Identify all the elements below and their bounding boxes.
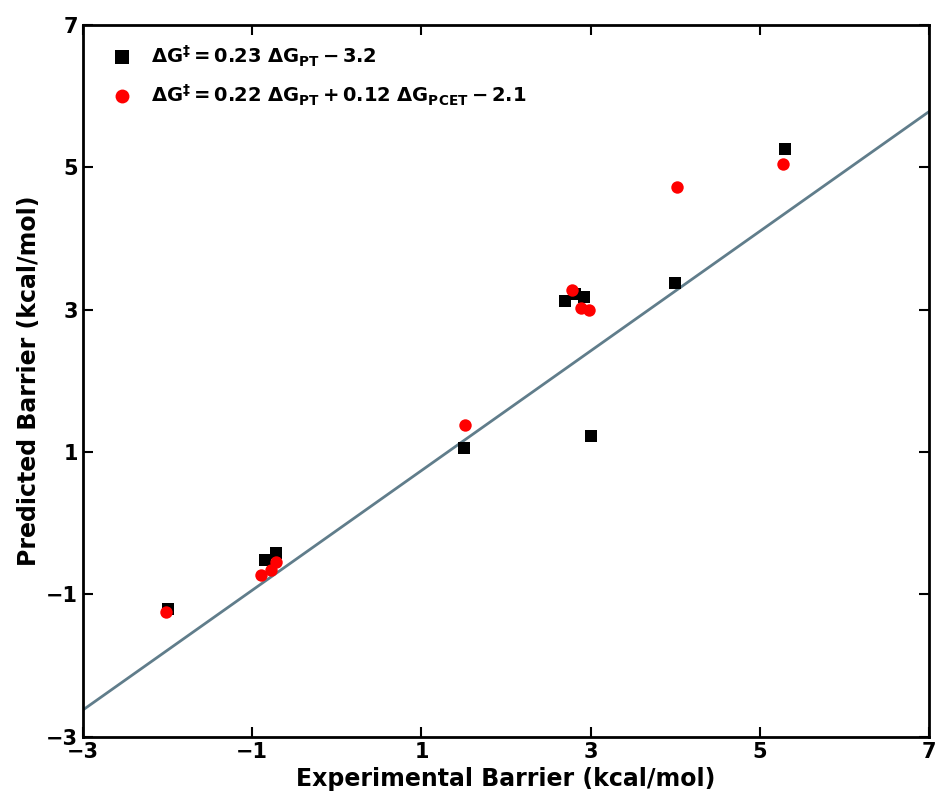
Point — [576, 290, 591, 303]
Point — [668, 181, 684, 194]
Point — [583, 430, 598, 443]
Point — [581, 303, 596, 316]
Y-axis label: Predicted Barrier (kcal/mol): Predicted Barrier (kcal/mol) — [16, 196, 41, 566]
Point — [774, 157, 789, 170]
Point — [777, 143, 792, 156]
Point — [564, 284, 579, 297]
Point — [268, 547, 284, 560]
Point — [457, 419, 472, 431]
Point — [160, 602, 175, 615]
Point — [557, 295, 572, 308]
Point — [667, 276, 683, 289]
Point — [456, 442, 471, 455]
X-axis label: Experimental Barrier (kcal/mol): Experimental Barrier (kcal/mol) — [296, 768, 715, 791]
Point — [253, 568, 268, 581]
Point — [158, 606, 173, 619]
Point — [567, 288, 583, 301]
Legend: $\mathbf{\Delta G^{\ddagger} = 0.23\ \Delta G_{PT} - 3.2}$, $\mathbf{\Delta G^{\: $\mathbf{\Delta G^{\ddagger} = 0.23\ \De… — [92, 35, 536, 118]
Point — [572, 301, 587, 314]
Point — [257, 553, 272, 566]
Point — [263, 563, 278, 576]
Point — [268, 556, 284, 569]
